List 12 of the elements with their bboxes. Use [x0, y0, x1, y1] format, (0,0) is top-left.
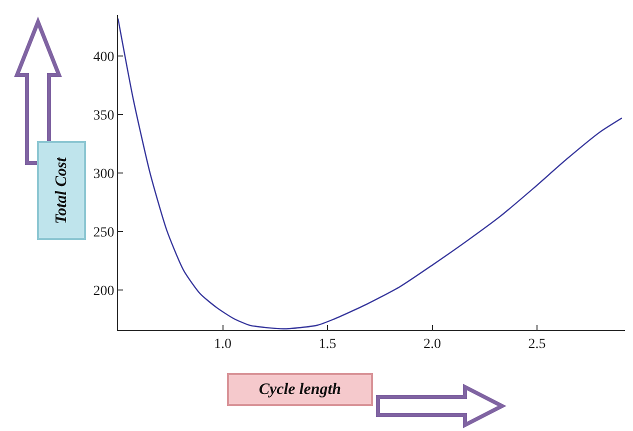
- x-tick-label: 1.0: [214, 336, 232, 352]
- y-axis-title: Total Cost: [53, 156, 70, 224]
- x-tick-label: 2.0: [424, 336, 442, 352]
- x-tick-label: 1.5: [318, 336, 336, 352]
- y-tick-label: 200: [93, 284, 114, 300]
- y-tick-label: 400: [93, 50, 114, 65]
- x-axis-title: Cycle length: [258, 381, 342, 398]
- y-tick-label: 350: [93, 108, 114, 124]
- y-tick-label: 250: [93, 226, 114, 241]
- line-series: [118, 18, 623, 330]
- y-tick-label: 300: [93, 166, 114, 182]
- x-tick-label: 2.5: [528, 336, 546, 352]
